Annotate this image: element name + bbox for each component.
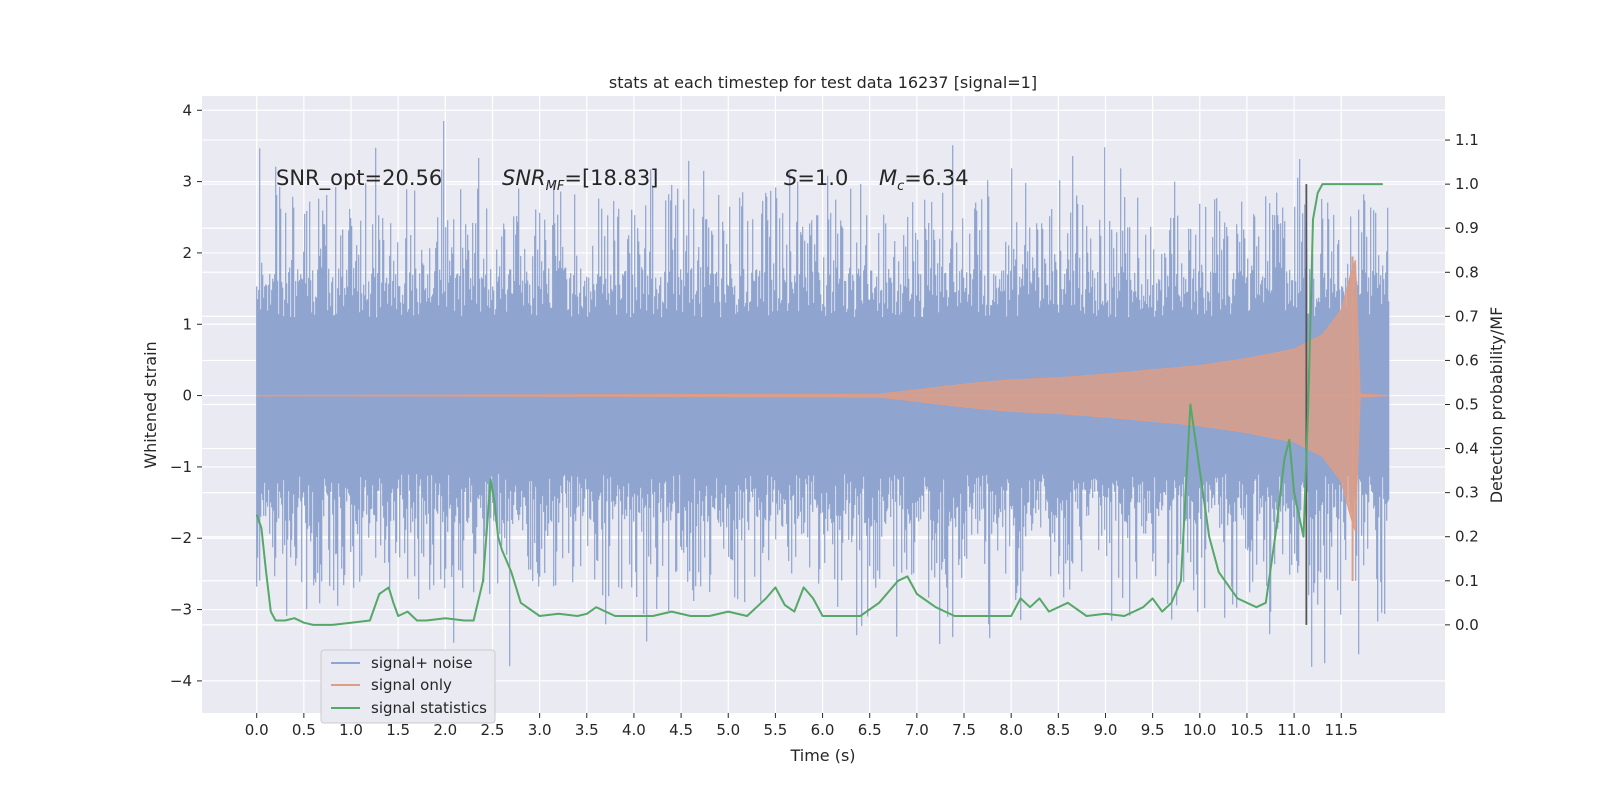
x-tick-label: 5.5 bbox=[763, 721, 787, 739]
y-left-tick-label: 1 bbox=[182, 315, 192, 333]
y-left-tick-label: −3 bbox=[170, 601, 192, 619]
annotation-snr-mf-main: SNR bbox=[502, 166, 546, 190]
y-left-axis-label: Whitened strain bbox=[141, 341, 160, 468]
y-right-axis-label: Detection probability/MF bbox=[1487, 307, 1506, 504]
x-tick-label: 1.5 bbox=[386, 721, 410, 739]
x-tick-label: 6.5 bbox=[858, 721, 882, 739]
x-axis-label: Time (s) bbox=[789, 746, 855, 765]
y-right-tick-label: 0.1 bbox=[1455, 572, 1479, 590]
y-right-tick-label: 0.2 bbox=[1455, 528, 1479, 546]
y-left-tick-label: 2 bbox=[182, 244, 192, 262]
y-left-tick-label: −4 bbox=[170, 672, 192, 690]
y-left-tick-label: 0 bbox=[182, 387, 192, 405]
x-tick-label: 9.0 bbox=[1094, 721, 1118, 739]
y-right-tick-label: 1.0 bbox=[1455, 175, 1479, 193]
annotation-snr-mf-tail: =[18.83] bbox=[564, 166, 658, 190]
y-right-tick-label: 0.7 bbox=[1455, 307, 1479, 325]
annotation-s: S=1.0 bbox=[784, 166, 848, 190]
y-right-tick-label: 0.8 bbox=[1455, 263, 1479, 281]
annotation-mc-main: M bbox=[879, 166, 897, 190]
statistics-line bbox=[255, 183, 1383, 626]
x-tick-label: 0.0 bbox=[245, 721, 269, 739]
y-left-tick-label: −1 bbox=[170, 458, 192, 476]
x-tick-label: 10.5 bbox=[1230, 721, 1263, 739]
x-tick-label: 2.5 bbox=[481, 721, 505, 739]
legend-box bbox=[320, 649, 496, 724]
y-right-axis-ticks: 1.1 1.0 0.9 0.8 0.7 0.6 0.5 0.4 0.3 0.2 0.1 0.0 bbox=[1445, 131, 1479, 634]
chart-title: stats at each timestep for test data 162… bbox=[609, 73, 1037, 92]
x-tick-label: 8.0 bbox=[999, 721, 1023, 739]
x-tick-label: 2.0 bbox=[433, 721, 457, 739]
x-tick-label: 7.5 bbox=[952, 721, 976, 739]
signal-only-series bbox=[256, 256, 1389, 582]
legend: signal+ noise signal only signal statist… bbox=[320, 649, 496, 724]
x-tick-label: 0.5 bbox=[292, 721, 316, 739]
y-left-tick-label: −2 bbox=[170, 529, 192, 547]
annotation-s-main: S bbox=[784, 166, 797, 190]
x-tick-label: 9.5 bbox=[1141, 721, 1165, 739]
y-left-tick-label: 4 bbox=[182, 101, 192, 119]
x-tick-label: 11.5 bbox=[1325, 721, 1358, 739]
x-tick-label: 6.0 bbox=[811, 721, 835, 739]
annotation-mc-tail: =6.34 bbox=[904, 166, 968, 190]
x-tick-label: 8.5 bbox=[1046, 721, 1070, 739]
y-right-tick-label: 0.5 bbox=[1455, 396, 1479, 414]
signal-statistics-series bbox=[255, 183, 1383, 626]
x-axis-ticks: 0.0 0.5 1.0 1.5 2.0 2.5 3.0 3.5 4.0 4.5 5.0 5.5 6.0 6… bbox=[245, 713, 1358, 739]
x-tick-label: 4.5 bbox=[669, 721, 693, 739]
x-tick-label: 4.0 bbox=[622, 721, 646, 739]
x-tick-label: 10.0 bbox=[1183, 721, 1216, 739]
x-tick-label: 3.5 bbox=[575, 721, 599, 739]
legend-label-noise: signal+ noise bbox=[371, 654, 473, 672]
y-right-tick-label: 0.0 bbox=[1455, 616, 1479, 634]
annotation-s-tail: =1.0 bbox=[797, 166, 848, 190]
legend-label-statistics: signal statistics bbox=[371, 699, 487, 717]
x-tick-label: 1.0 bbox=[339, 721, 363, 739]
annotation-snr-mf-sub: MF bbox=[546, 179, 565, 194]
y-right-tick-label: 0.4 bbox=[1455, 440, 1479, 458]
y-right-tick-label: 0.3 bbox=[1455, 484, 1479, 502]
x-tick-label: 5.0 bbox=[716, 721, 740, 739]
legend-label-signal: signal only bbox=[371, 676, 452, 694]
y-right-tick-label: 0.6 bbox=[1455, 351, 1479, 369]
x-tick-label: 3.0 bbox=[528, 721, 552, 739]
annotation-mc: Mc=6.34 bbox=[879, 166, 969, 194]
y-left-axis-ticks: 4 3 2 1 0 −1 −2 −3 −4 bbox=[170, 101, 202, 690]
annotation-snr-mf: SNRMF=[18.83] bbox=[502, 166, 658, 194]
y-right-tick-label: 0.9 bbox=[1455, 219, 1479, 237]
annotations: SNR_opt=20.56 SNRMF=[18.83] S=1.0 Mc=6.3… bbox=[276, 166, 969, 194]
y-left-tick-label: 3 bbox=[182, 173, 192, 191]
annotation-mc-sub: c bbox=[897, 179, 904, 194]
y-right-tick-label: 1.1 bbox=[1455, 131, 1479, 149]
x-tick-label: 11.0 bbox=[1277, 721, 1310, 739]
annotation-snr-opt: SNR_opt=20.56 bbox=[276, 166, 442, 191]
x-tick-label: 7.0 bbox=[905, 721, 929, 739]
